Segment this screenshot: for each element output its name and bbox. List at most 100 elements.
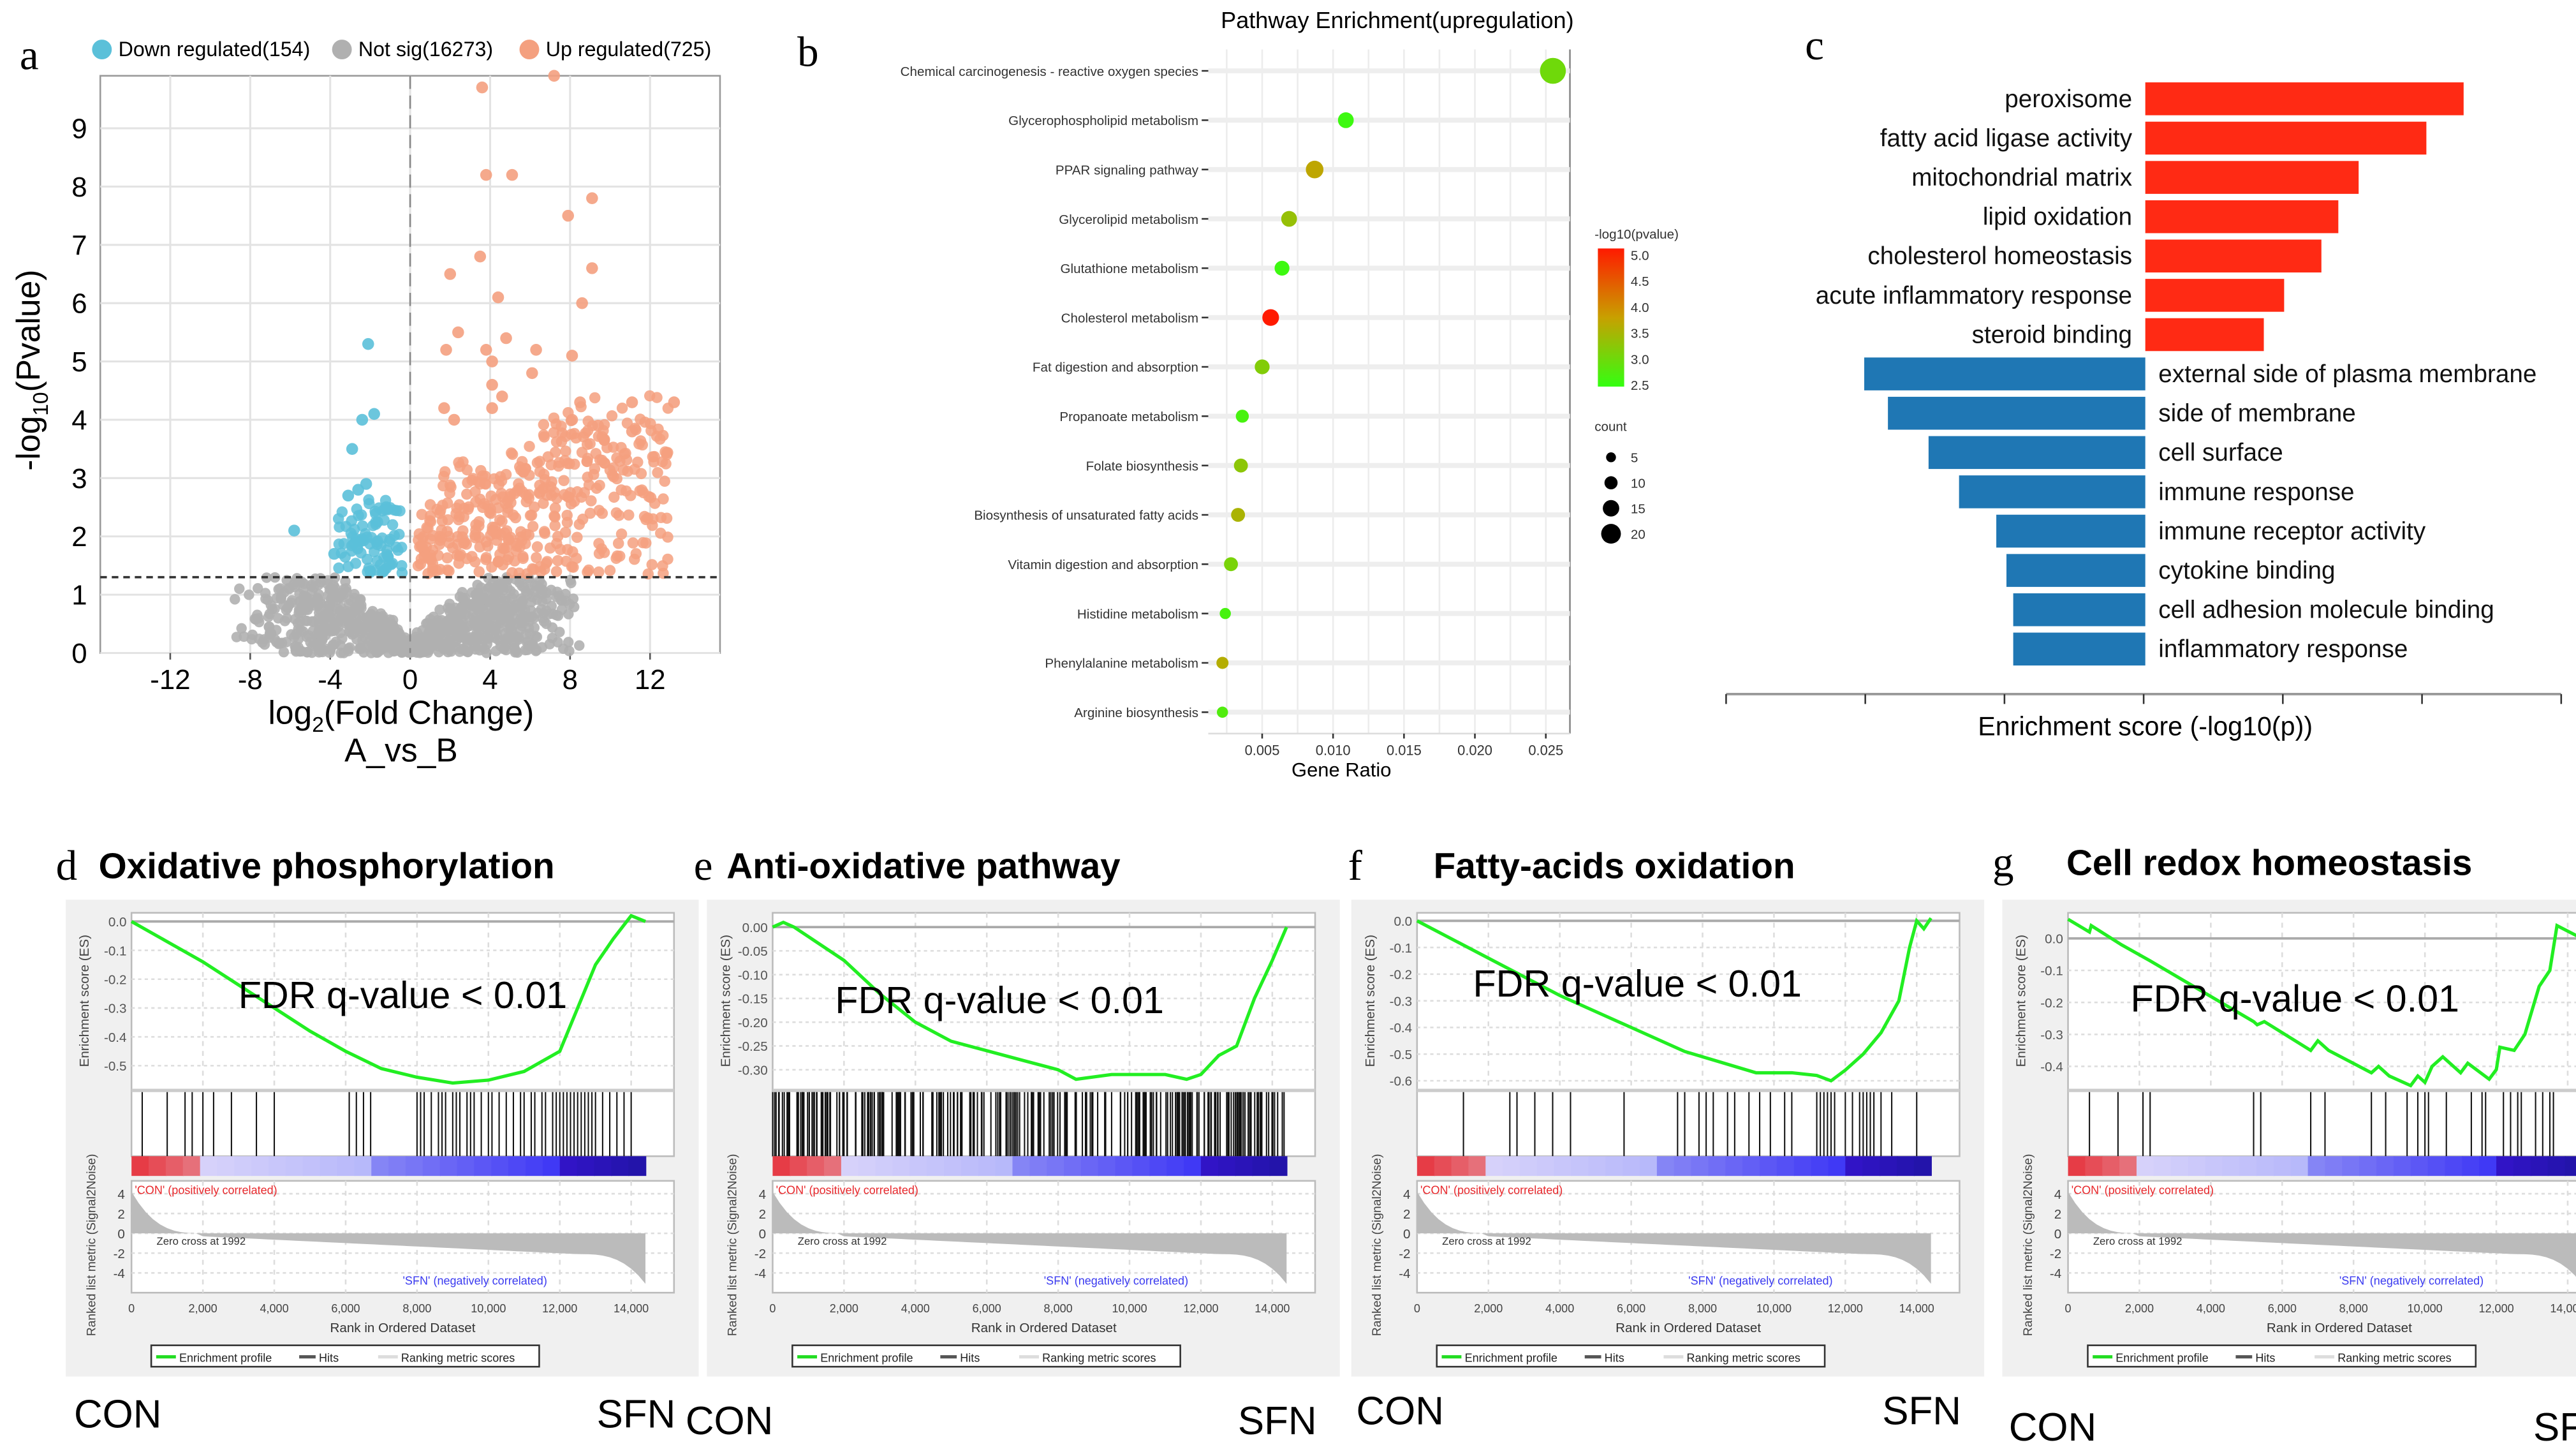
volcano-y-tick: 2 (71, 521, 87, 553)
volcano-point-up (549, 502, 561, 514)
volcano-point-up (486, 355, 498, 367)
volcano-point-up (440, 344, 452, 356)
gsea-rank-colorbar-segment (790, 1156, 808, 1176)
volcano-point-up (552, 554, 564, 567)
volcano-point-up (616, 402, 628, 414)
legend-label: Up regulated(725) (546, 38, 712, 61)
gsea-metric-tick: -4 (2050, 1266, 2061, 1281)
gsea-rank-colorbar-segment (1200, 1156, 1219, 1176)
volcano-point-up (524, 510, 536, 521)
gsea-x-tick: 14,000 (2550, 1302, 2576, 1315)
volcano-point-up (561, 509, 573, 521)
gsea-es-ylabel: Enrichment score (ES) (2014, 935, 2029, 1067)
gsea-rank-colorbar-segment (1640, 1156, 1658, 1176)
gsea-es-curve (772, 920, 1288, 1081)
gsea-es-curve (1416, 917, 1932, 1083)
panel-d-gsea: d Oxidative phosphorylation 0.0 -0.1 -0.2 -0.… (56, 842, 699, 1437)
gsea-x-label: Rank in Ordered Dataset (971, 1321, 1117, 1335)
volcano-point-notsig (296, 576, 307, 587)
gsea-rank-colorbar-segment (628, 1156, 647, 1176)
volcano-point-up (466, 551, 478, 562)
volcano-point-down (390, 541, 402, 553)
volcano-point-up (515, 526, 527, 538)
gsea-rank-colorbar-segment (1098, 1156, 1116, 1176)
volcano-point-notsig (374, 645, 385, 657)
volcano-point-up (538, 498, 549, 509)
panel-a-volcano: a Down regulated(154) Not sig(16273) Up re… (10, 31, 721, 769)
size-legend-label: 10 (1631, 476, 1645, 491)
go-bar-up (2145, 318, 2264, 352)
volcano-point-up (520, 463, 532, 475)
volcano-point-notsig (352, 619, 363, 630)
volcano-point-notsig (471, 590, 482, 602)
panel-letter-e: e (694, 842, 713, 889)
volcano-point-up (485, 490, 497, 502)
gsea-rank-colorbar-segment (1218, 1156, 1236, 1176)
gsea-x-tick: 12,000 (1183, 1302, 1218, 1315)
volcano-point-notsig (502, 634, 513, 646)
gsea-neg-label: 'SFN' (negatively correlated) (1688, 1274, 1832, 1287)
dotplot-point (1262, 309, 1279, 326)
volcano-point-up (489, 473, 500, 485)
volcano-point-up (649, 450, 660, 463)
volcano-point-notsig (415, 639, 426, 651)
gsea-legend-box (1436, 1344, 1826, 1368)
volcano-point-up (554, 457, 565, 468)
volcano-point-up (453, 558, 465, 569)
gsea-rank-colorbar-segment (1064, 1156, 1082, 1176)
gsea-rank-colorbar-segment (858, 1156, 876, 1176)
size-legend-label: 5 (1631, 451, 1638, 466)
group-label-right: SFN (2533, 1406, 2576, 1450)
gsea-rank-colorbar-segment (2513, 1156, 2532, 1176)
gsea-rank-colorbar-segment (234, 1156, 253, 1176)
gsea-x-tick: 14,000 (614, 1302, 649, 1315)
volcano-point-notsig (547, 632, 558, 644)
gsea-es-tick: 0.0 (108, 915, 127, 930)
gsea-metric-tick: 4 (2054, 1187, 2061, 1202)
gsea-rank-colorbar-segment (1623, 1156, 1641, 1176)
gsea-rank-colorbar-segment (371, 1156, 390, 1176)
gsea-es-tick: -0.6 (1390, 1074, 1413, 1089)
gsea-rank-colorbar-segment (1029, 1156, 1048, 1176)
gsea-x-tick: 6,000 (331, 1302, 360, 1315)
volcano-point-up (577, 514, 589, 525)
gsea-rank-colorbar-segment (2530, 1156, 2549, 1176)
volcano-point-notsig (457, 587, 468, 598)
gsea-x-tick: 14,000 (1255, 1302, 1290, 1315)
volcano-point-notsig (257, 637, 268, 648)
gsea-es-curve (130, 914, 646, 1085)
gsea-legend-box (150, 1344, 540, 1368)
volcano-point-up (556, 420, 567, 432)
volcano-point-up (499, 498, 512, 510)
volcano-point-notsig (239, 631, 249, 642)
gsea-metric-tick: 0 (1403, 1227, 1410, 1242)
gsea-metric-tick: 2 (759, 1207, 766, 1222)
gsea-zero-cross-label: Zero cross at 1992 (157, 1235, 246, 1247)
gsea-metric-ylabel: Ranked list metric (Signal2Noise) (726, 1154, 740, 1337)
volcano-point-up (480, 478, 492, 490)
volcano-x-tick: -12 (150, 664, 190, 695)
volcano-point-down (328, 547, 341, 560)
gsea-rank-colorbar-segment (2170, 1156, 2189, 1176)
gsea-rank-colorbar-segment (1503, 1156, 1521, 1176)
gsea-rank-colorbar-segment (2376, 1156, 2395, 1176)
volcano-plot-area (99, 70, 721, 660)
gsea-rank-colorbar-segment (337, 1156, 355, 1176)
volcano-point-notsig (532, 594, 543, 605)
gsea-rank-colorbar-segment (1132, 1156, 1151, 1176)
gsea-rank-colorbar-segment (508, 1156, 527, 1176)
gsea-rank-colorbar-segment (302, 1156, 321, 1176)
volcano-point-up (586, 192, 598, 204)
volcano-point-notsig (291, 628, 302, 639)
volcano-point-up (567, 546, 578, 558)
volcano-point-notsig (234, 583, 245, 595)
volcano-point-notsig (479, 593, 490, 605)
go-label-down: immune receptor activity (2158, 517, 2426, 545)
go-label-down: external side of plasma membrane (2158, 360, 2536, 388)
go-bar-up (2145, 239, 2322, 273)
volcano-point-up (592, 419, 605, 432)
gsea-rank-colorbar-segment (457, 1156, 475, 1176)
volcano-point-up (454, 461, 466, 472)
go-bar-down (1928, 436, 2145, 470)
legend-label: Not sig(16273) (358, 38, 493, 61)
